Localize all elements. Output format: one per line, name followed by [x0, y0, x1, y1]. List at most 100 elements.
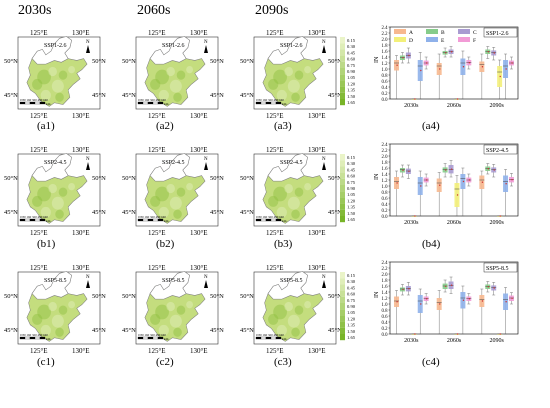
- scenario-tag: SSP1-2.6: [162, 43, 185, 49]
- y-tick-label: 0.0: [382, 98, 389, 103]
- lon-label-left-bottom: 125°E: [148, 229, 166, 237]
- map-panel: 125°E 130°E 125°E 130°E 50°N 45°N 50°N 45°N SSP1…: [240, 29, 342, 120]
- box-b: [442, 47, 448, 58]
- x-tick-label: 2060s: [447, 338, 462, 344]
- scale-bar: [255, 218, 282, 222]
- box-d: [497, 333, 503, 335]
- lon-label-right: 130°E: [190, 146, 208, 154]
- legend-swatch: [426, 29, 438, 34]
- lat-label-top: 50°N: [122, 175, 136, 182]
- lon-label-right-bottom: 130°E: [190, 347, 208, 355]
- legend-label: F: [473, 38, 476, 44]
- y-tick-label: 0.8: [382, 191, 389, 196]
- colorbar-tick: 1.50: [347, 211, 356, 216]
- lat-label-bottom-right: 45°N: [92, 327, 106, 334]
- lat-label-top-right: 50°N: [210, 293, 224, 300]
- map-panel: 125°E 130°E 125°E 130°E 50°N 45°N 50°N 45°N SSP2…: [4, 146, 106, 237]
- panel-caption: (b1): [37, 238, 56, 250]
- box-a: [394, 55, 400, 100]
- y-tick-label: 1.2: [382, 179, 389, 184]
- colorbar-tick: 0.90: [347, 304, 356, 309]
- colorbar-tick: 1.35: [347, 323, 356, 328]
- region-north-blank: [267, 153, 308, 182]
- legend-swatch: [458, 37, 470, 42]
- scenario-tag: SSP2-4.5: [280, 160, 303, 166]
- box-f: [423, 293, 429, 305]
- box-f: [466, 173, 472, 187]
- box-b: [485, 46, 491, 59]
- box-c: [448, 276, 454, 294]
- box-d: [411, 215, 417, 217]
- y-tick-label: 0.0: [382, 215, 389, 220]
- header-2060s: 2060s: [137, 3, 171, 18]
- box-e: [417, 52, 423, 100]
- box-c: [405, 282, 411, 296]
- lat-label-bottom-right: 45°N: [328, 209, 342, 216]
- scale-bar: [255, 101, 282, 105]
- map-panel: 125°E 130°E 125°E 130°E 50°N 45°N 50°N 45°N SSP5…: [4, 264, 106, 355]
- y-tick-label: 0.2: [382, 327, 389, 332]
- box-f: [508, 173, 514, 187]
- lat-label-bottom: 45°N: [240, 327, 254, 334]
- panel-caption: (c1): [37, 356, 55, 368]
- box-e: [460, 50, 466, 100]
- chart-title: SSP5-8.5: [486, 266, 509, 272]
- box-a: [436, 172, 442, 217]
- y-tick-label: 2.0: [382, 38, 389, 43]
- y-tick-label: 1.8: [382, 161, 389, 166]
- legend-swatch: [394, 37, 406, 42]
- lon-label-left: 125°E: [148, 264, 166, 272]
- box-a: [479, 288, 485, 335]
- north-label: N: [86, 40, 90, 45]
- panel-caption: (a4): [422, 120, 440, 132]
- y-tick-label: 1.6: [382, 167, 389, 172]
- y-tick-label: 1.0: [382, 185, 389, 190]
- colorbar-tick: 0.45: [347, 50, 356, 55]
- colorbar-tick: 1.50: [347, 329, 356, 334]
- x-tick-label: 2090s: [489, 338, 504, 344]
- legend-label: C: [473, 30, 477, 36]
- box-d: [454, 333, 460, 335]
- map-colorbar: 0.150.300.45 0.600.750.901.051.20 1.351.50…: [340, 154, 356, 223]
- panel-caption: (a2): [156, 120, 174, 132]
- y-tick-label: 0.2: [382, 209, 389, 214]
- box-c: [405, 47, 411, 64]
- y-axis-label: IN: [374, 173, 380, 180]
- map-frame: [17, 153, 101, 227]
- lon-label-left-bottom: 125°E: [30, 229, 48, 237]
- colorbar-tick: 1.65: [347, 100, 356, 105]
- scenario-tag: SSP2-4.5: [44, 160, 67, 166]
- colorbar-tick: 1.20: [347, 316, 356, 321]
- scenario-tag: SSP1-2.6: [280, 43, 303, 49]
- x-tick-label: 2030s: [404, 103, 419, 109]
- scale-bar: [137, 218, 164, 222]
- lon-label-right-bottom: 130°E: [190, 112, 208, 120]
- x-tick-label: 2030s: [404, 338, 419, 344]
- lon-label-right: 130°E: [308, 29, 326, 37]
- y-tick-label: 0.4: [382, 321, 389, 326]
- box-f: [466, 293, 472, 305]
- map-frame: [253, 153, 337, 227]
- map-frame: [17, 271, 101, 345]
- lon-label-left: 125°E: [30, 264, 48, 272]
- box-c: [405, 164, 411, 179]
- lon-label-right-bottom: 130°E: [72, 112, 90, 120]
- lat-label-top: 50°N: [4, 175, 18, 182]
- lat-label-bottom: 45°N: [4, 92, 18, 99]
- scenario-tag: SSP2-4.5: [162, 160, 185, 166]
- panel-caption: (a3): [274, 120, 292, 132]
- scale-unit: km: [46, 337, 51, 341]
- box-a: [394, 290, 400, 335]
- lat-label-bottom-right: 45°N: [92, 209, 106, 216]
- y-axis-label: IN: [374, 56, 380, 63]
- lat-label-bottom: 45°N: [240, 92, 254, 99]
- lon-label-right-bottom: 130°E: [72, 229, 90, 237]
- box-d: [497, 59, 503, 100]
- chart-title: SSP1-2.6: [486, 31, 509, 37]
- scale-unit: km: [282, 102, 287, 106]
- scale-label: 0 80 160 320 480 640: [138, 98, 166, 102]
- scenario-tag: SSP5-8.5: [44, 278, 67, 284]
- scale-unit: km: [164, 102, 169, 106]
- x-tick-label: 2090s: [489, 103, 504, 109]
- box-f: [423, 56, 429, 70]
